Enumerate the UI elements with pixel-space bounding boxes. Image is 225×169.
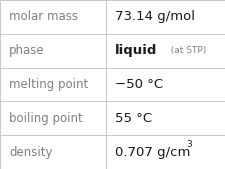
Text: phase: phase	[9, 44, 45, 57]
Text: 0.707 g/cm: 0.707 g/cm	[115, 146, 190, 159]
Text: −50 °C: −50 °C	[115, 78, 163, 91]
Text: 73.14 g/mol: 73.14 g/mol	[115, 10, 194, 23]
Text: molar mass: molar mass	[9, 10, 78, 23]
Text: boiling point: boiling point	[9, 112, 82, 125]
Text: density: density	[9, 146, 52, 159]
Text: melting point: melting point	[9, 78, 88, 91]
Text: 3: 3	[186, 140, 191, 149]
Text: (at STP): (at STP)	[164, 46, 205, 55]
Text: 55 °C: 55 °C	[115, 112, 152, 125]
Text: liquid: liquid	[115, 44, 157, 57]
